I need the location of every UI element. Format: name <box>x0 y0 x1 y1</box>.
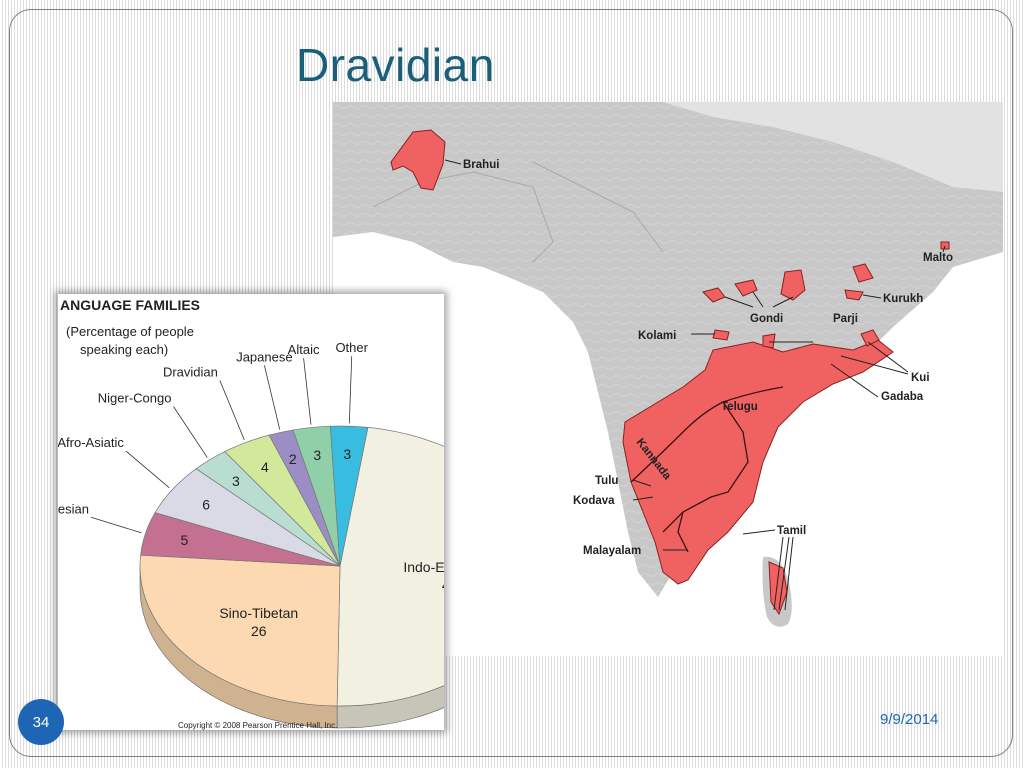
pie-value-altaic: 3 <box>313 447 321 463</box>
pie-slices <box>139 425 444 729</box>
pie-label-niger-congo: Niger-Congo <box>98 391 172 406</box>
pie-leader-japanese <box>264 365 281 430</box>
himalaya-relief <box>663 102 1003 192</box>
slide-number: 34 <box>32 713 50 731</box>
label-tamil: Tamil <box>777 525 806 537</box>
pie-leader-austronesian <box>90 516 142 534</box>
language-families-figure: ANGUAGE FAMILIES (Percentage of people s… <box>58 294 444 730</box>
pie-leader-afro-asiatic <box>125 450 170 489</box>
pie-label-sino-tibetan: Sino-Tibetan <box>219 605 298 621</box>
gondi-2 <box>734 279 758 297</box>
pie-value-sino-tibetan: 26 <box>251 623 267 639</box>
slide-date: 9/9/2014 <box>880 711 939 728</box>
pie-subtitle-1: (Percentage of people <box>66 324 194 339</box>
label-kolami: Kolami <box>638 330 676 342</box>
pie-heading: ANGUAGE FAMILIES <box>60 297 200 313</box>
label-gadaba: Gadaba <box>881 391 924 403</box>
label-telugu: Telugu <box>721 401 758 413</box>
pie-label-japanese: Japanese <box>236 349 292 364</box>
label-kui: Kui <box>911 372 930 384</box>
land-relief <box>333 102 1003 597</box>
label-kurukh: Kurukh <box>883 293 923 305</box>
pie-subtitle-2: speaking each) <box>80 342 168 357</box>
tamil-sri-lanka <box>768 561 788 616</box>
label-kodava: Kodava <box>573 495 615 507</box>
pie-label-altaic: Altaic <box>288 342 320 357</box>
label-malto: Malto <box>923 252 953 264</box>
pie-chart-svg: ANGUAGE FAMILIES (Percentage of people s… <box>58 297 444 730</box>
kolami <box>712 329 730 341</box>
pie-value-other: 3 <box>343 446 351 462</box>
slide-title: Dravidian <box>296 39 495 91</box>
pie-leader-altaic <box>303 358 312 425</box>
main-dravidian-region <box>622 339 894 585</box>
label-tulu: Tulu <box>595 475 618 487</box>
label-brahui: Brahui <box>463 159 499 171</box>
kurukh-2 <box>844 289 864 301</box>
parji <box>762 333 776 349</box>
kui <box>860 329 880 347</box>
pie-leader-niger-congo <box>173 406 208 458</box>
pie-label-indo-european: Indo-European <box>403 559 444 575</box>
pie-value-dravidian: 4 <box>261 459 269 475</box>
label-gondi: Gondi <box>750 313 783 325</box>
kurukh-1 <box>852 263 874 283</box>
label-malayalam: Malayalam <box>583 545 641 557</box>
pie-slice-sino-tibetan <box>139 554 341 707</box>
pie-value-afro-asiatic: 6 <box>202 497 210 513</box>
label-parji: Parji <box>833 313 858 325</box>
slide-number-badge: 34 <box>18 699 64 745</box>
dravidian-language-map: Brahui Malto Kurukh Gondi Parji Kolami K… <box>333 102 1003 656</box>
map-svg: Brahui Malto Kurukh Gondi Parji Kolami K… <box>333 102 1003 627</box>
brahui-region <box>390 129 446 191</box>
pie-leader-other <box>348 356 353 424</box>
pie-labels: Indo-European48Sino-Tibetan265Austronesi… <box>58 340 444 639</box>
pie-value-niger-congo: 3 <box>232 473 240 489</box>
pie-label-dravidian: Dravidian <box>163 365 218 380</box>
gondi-3 <box>780 269 806 301</box>
pie-value-japanese: 2 <box>289 451 297 467</box>
pie-label-other: Other <box>335 340 368 355</box>
pie-value-austronesian: 5 <box>180 532 188 548</box>
dravidian-regions <box>390 129 950 616</box>
pie-label-afro-asiatic: Afro-Asiatic <box>58 435 124 450</box>
pie-value-indo-european: 48 <box>442 577 444 593</box>
slide-frame <box>9 9 1013 757</box>
malto <box>940 241 950 250</box>
pie-leader-dravidian <box>219 380 245 441</box>
pie-slice-other <box>329 425 369 567</box>
pie-copyright: Copyright © 2008 Pearson Prentice Hall, … <box>178 721 337 730</box>
pie-label-austronesian: Austronesian <box>58 501 89 516</box>
pie-slice-indo-european <box>336 426 444 707</box>
